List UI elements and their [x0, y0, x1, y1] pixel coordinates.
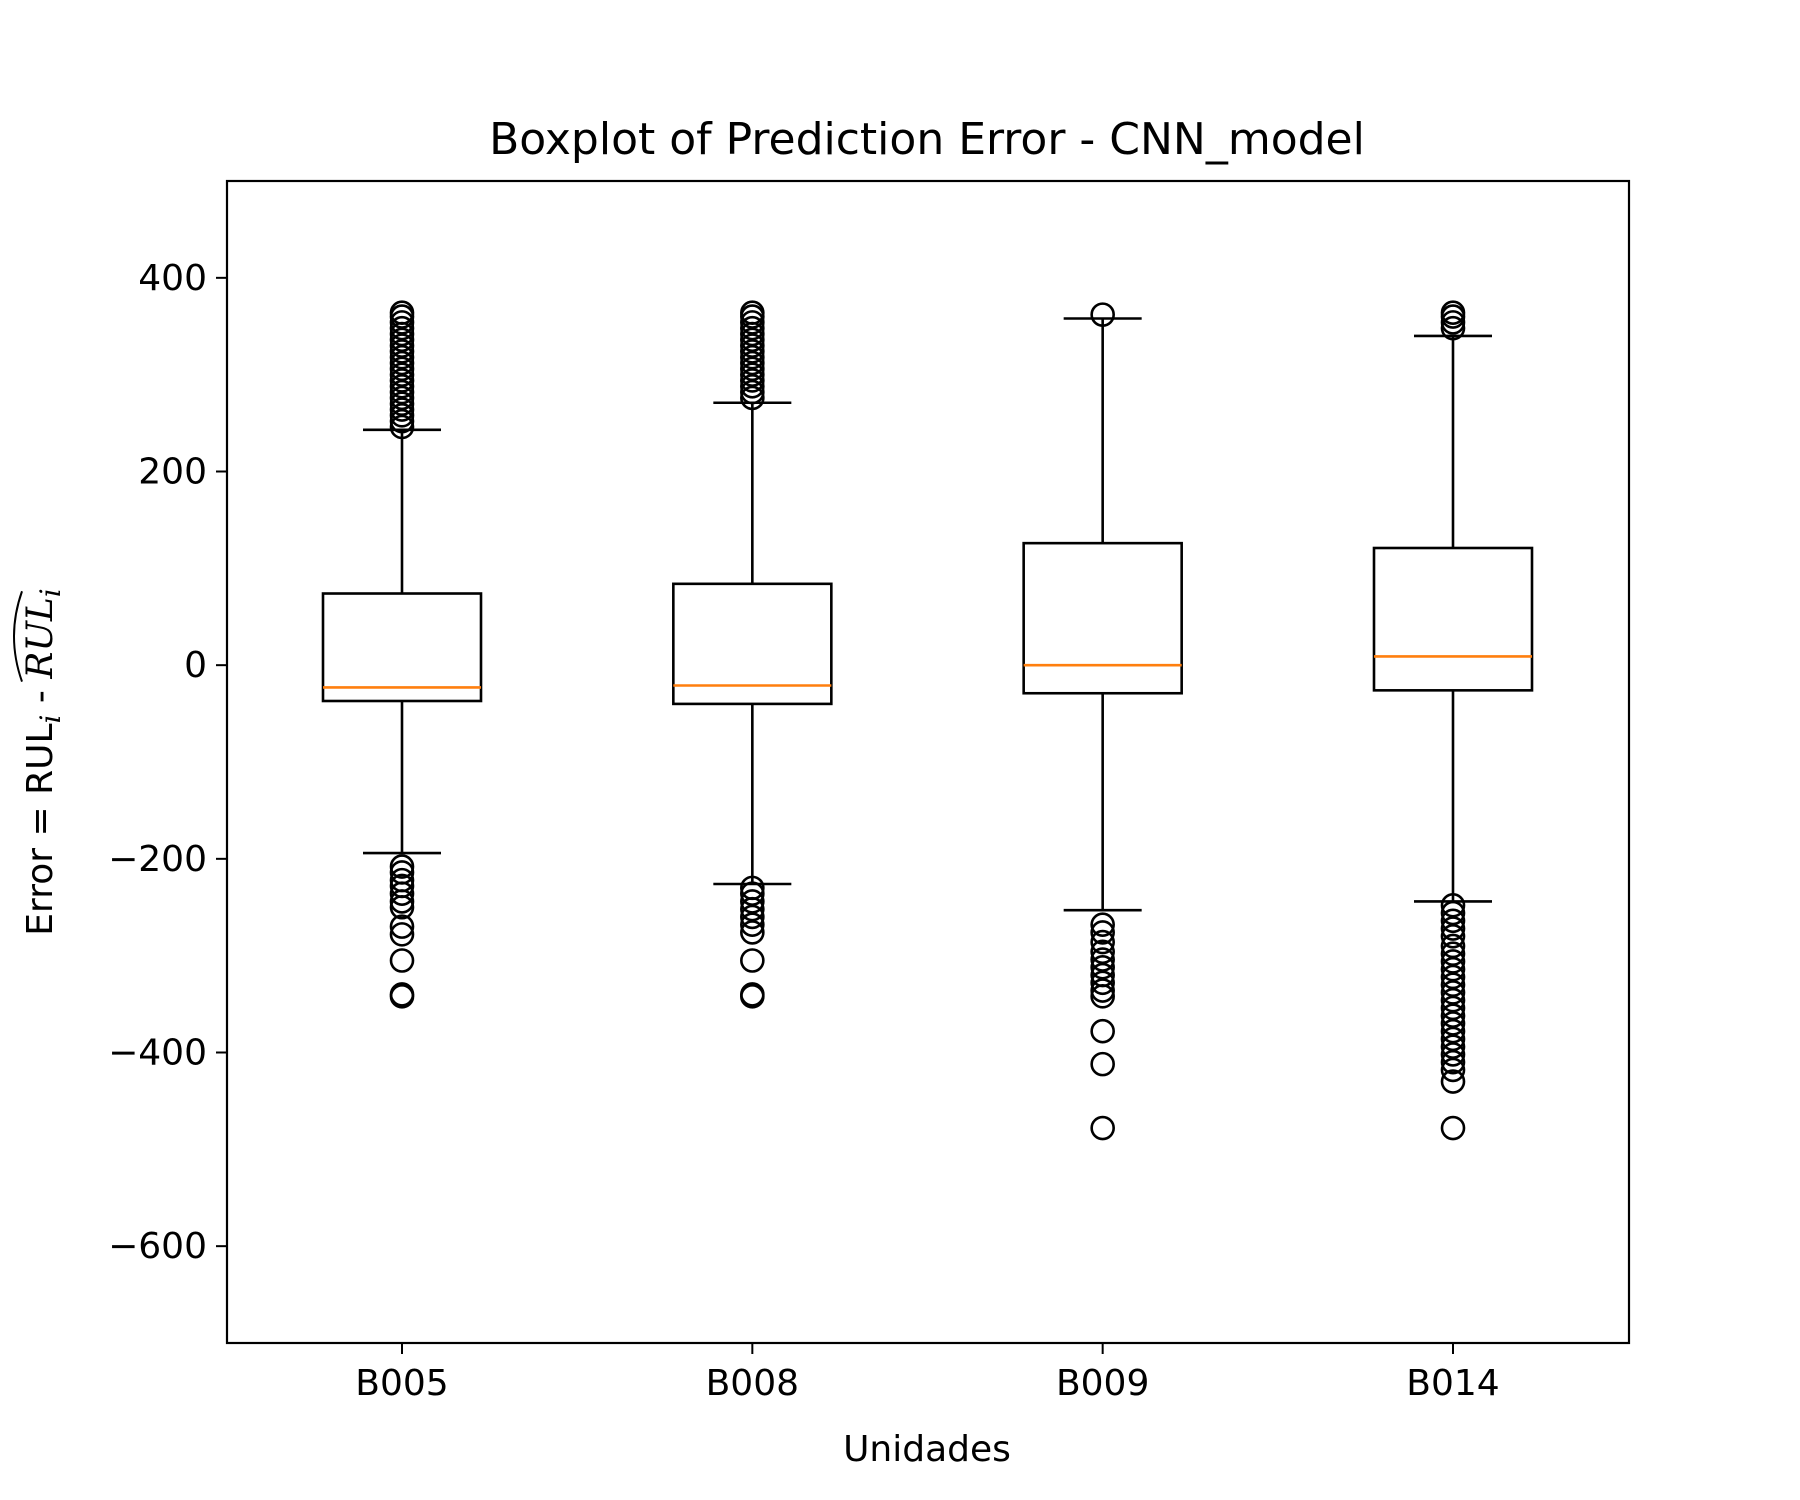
y-axis-label-prefix: Error = RUL [20, 723, 61, 935]
y-axis-label-subscript-1: i [34, 715, 67, 724]
y-axis-label-subscript-2: i [34, 588, 67, 597]
outlier-point [1090, 929, 1115, 955]
box-group [672, 300, 833, 1009]
outlier-point [389, 300, 415, 325]
box-group [321, 300, 483, 1009]
outlier-point [1090, 302, 1115, 327]
outlier-point [1440, 1042, 1466, 1067]
outlier-point [389, 922, 415, 947]
outlier-point [1090, 984, 1115, 1009]
outlier-point [740, 984, 765, 1009]
plot-frame [225, 179, 1631, 1345]
outlier-point [1440, 923, 1466, 949]
plot-area [321, 300, 1534, 1141]
outlier-point [740, 300, 765, 325]
y-axis: 400 200 0 −200 −400 −600 [108, 258, 227, 1267]
outlier-point [1090, 920, 1115, 945]
outlier-point [1440, 1049, 1466, 1075]
outlier-point [1090, 912, 1115, 937]
y-tick-label: −200 [108, 839, 207, 880]
outlier-point [1090, 970, 1115, 996]
outlier-point [1090, 1018, 1115, 1044]
chart-title: Boxplot of Prediction Error - CNN_model [489, 114, 1365, 165]
outlier-point [1090, 1051, 1115, 1077]
outlier-point [1090, 1115, 1115, 1141]
y-axis-label-hat-term: RUL [20, 597, 61, 679]
outlier-point [1440, 315, 1466, 341]
x-tick-label: B005 [355, 1363, 448, 1404]
outlier-point [389, 881, 415, 906]
x-tick-label: B009 [1056, 1363, 1149, 1404]
outlier-point [389, 889, 415, 914]
x-axis: B005 B008 B009 B014 [355, 1343, 1500, 1404]
outlier-point [1440, 908, 1466, 934]
y-tick-label: −400 [108, 1033, 207, 1074]
y-axis-label-hat-icon [13, 590, 23, 682]
x-axis-label: Unidades [843, 1429, 1011, 1470]
box [1372, 546, 1534, 692]
x-tick-label: B014 [1406, 1363, 1499, 1404]
outlier-point [740, 315, 765, 341]
outlier-point [1440, 1115, 1466, 1141]
y-tick-label: 0 [184, 645, 207, 686]
outlier-point [740, 912, 765, 937]
outlier-point [389, 948, 415, 973]
box [1022, 541, 1183, 695]
outlier-point [389, 315, 415, 341]
outlier-point [389, 914, 415, 939]
outlier-point [389, 894, 415, 920]
box-group [1372, 300, 1534, 1141]
outlier-point [740, 904, 765, 930]
box-group [1022, 302, 1183, 1141]
outlier-point [389, 854, 415, 879]
x-tick-label: B008 [706, 1363, 799, 1404]
outlier-point [1090, 978, 1115, 1003]
outlier-point [740, 920, 765, 945]
box [321, 592, 483, 703]
outlier-point [389, 310, 415, 335]
outlier-point [740, 948, 765, 973]
outlier-point [1440, 1057, 1466, 1083]
outlier-point [1440, 916, 1466, 941]
outlier-point [389, 984, 415, 1009]
y-tick-label: 400 [138, 258, 207, 299]
y-tick-label: 200 [138, 452, 207, 493]
box [672, 582, 833, 706]
outlier-point [1440, 1069, 1466, 1094]
y-axis-label: Error = RULi - RULi [13, 588, 67, 936]
y-tick-label: −600 [108, 1226, 207, 1267]
outlier-point [1440, 300, 1466, 325]
y-axis-label-middle: - [20, 679, 61, 715]
outlier-point [740, 310, 765, 335]
outlier-point [1440, 310, 1466, 335]
svg-text:Error = RULi - RULi: Error = RULi - RULi [20, 588, 67, 935]
